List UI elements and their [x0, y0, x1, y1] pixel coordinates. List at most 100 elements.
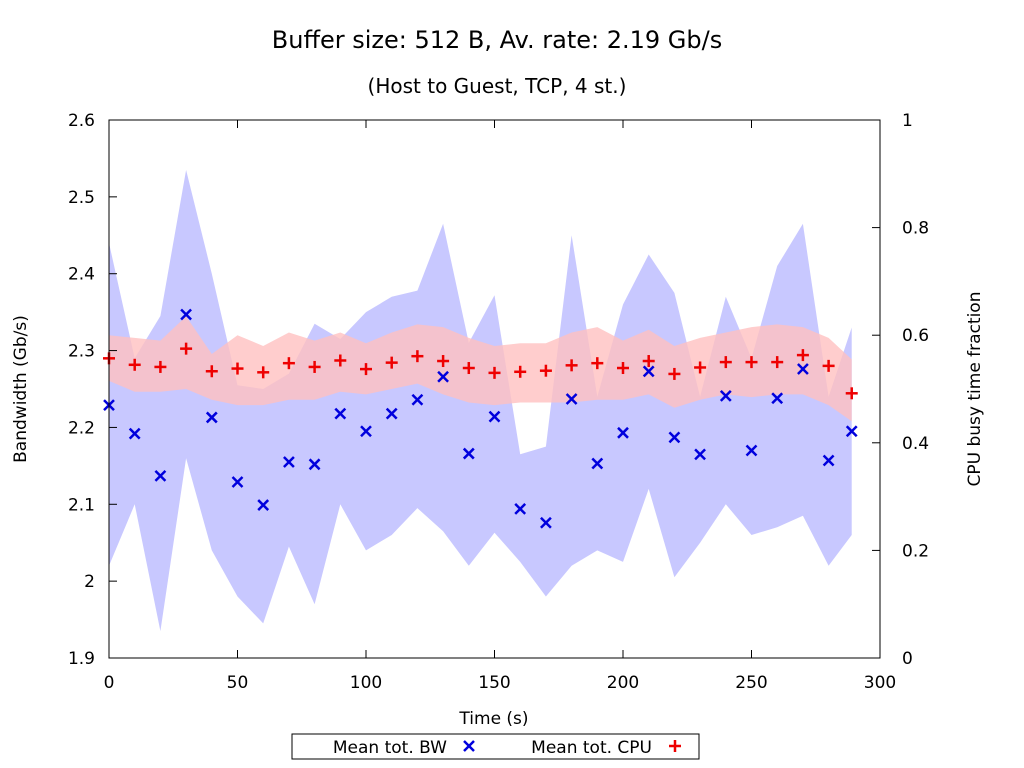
legend-marker-cpu	[669, 740, 681, 752]
bw-point	[180, 308, 192, 321]
legend-label-cpu: Mean tot. CPU	[531, 738, 652, 758]
bw-point	[771, 392, 784, 405]
cpu-point	[180, 342, 193, 355]
y2-tick-label: 0.2	[902, 541, 929, 561]
cpu-point	[668, 367, 681, 380]
cpu-point	[745, 356, 758, 369]
bw-point	[719, 390, 732, 402]
legend-box	[291, 733, 700, 760]
bw-point	[334, 407, 347, 420]
bw-point	[668, 431, 681, 444]
cpu-point	[462, 362, 475, 375]
legend-marker-bw	[463, 740, 475, 752]
chart-title: Buffer size: 512 B, Av. rate: 2.19 Gb/s	[272, 26, 722, 54]
cpu-point	[231, 362, 244, 375]
x-axis-label: Time (s)	[458, 709, 528, 729]
cpu-point	[282, 357, 295, 370]
bw-point	[565, 393, 578, 405]
x-tick-label: 0	[104, 673, 115, 693]
x-axis-ticks: 0 50 100 150 200 250 300	[104, 120, 896, 693]
bw-point	[154, 469, 167, 482]
y2-tick-label: 0.4	[902, 434, 929, 454]
cpu-point	[565, 359, 578, 372]
bw-point	[617, 426, 629, 439]
legend-label-bw: Mean tot. BW	[333, 738, 447, 758]
cpu-point	[514, 365, 527, 378]
bw-point	[231, 476, 244, 488]
bw-point	[514, 503, 527, 515]
bw-point	[488, 410, 501, 423]
bw-point	[205, 411, 218, 424]
cpu-point	[334, 354, 347, 367]
y-tick-label: 2.6	[68, 111, 95, 131]
cpu-point	[719, 356, 732, 369]
y-tick-label: 2.3	[68, 342, 95, 362]
bw-point	[797, 363, 809, 375]
cpu-point	[411, 350, 424, 363]
x-tick-label: 300	[864, 673, 896, 693]
bw-point	[257, 499, 270, 511]
bw-point	[694, 448, 706, 461]
cpu-point	[694, 361, 707, 374]
bw-point	[462, 447, 475, 460]
y2-tick-label: 1	[902, 111, 913, 131]
band-cpu	[109, 316, 852, 422]
cpu-point	[539, 364, 552, 377]
cpu-point	[308, 360, 321, 373]
y-axis-ticks: 1.9 2 2.1 2.2 2.3 2.4 2.5 2.6	[68, 111, 117, 669]
y2-tick-label: 0	[902, 649, 913, 669]
bw-point	[540, 516, 552, 529]
y-tick-label: 2	[84, 572, 95, 592]
x-tick-label: 250	[735, 673, 767, 693]
bw-point	[437, 370, 449, 383]
bw-point	[308, 458, 321, 471]
cpu-point	[822, 359, 835, 372]
y-tick-label: 2.1	[68, 495, 95, 515]
data-points	[103, 308, 858, 529]
bw-point	[411, 393, 424, 406]
confidence-bands	[109, 170, 852, 632]
y-tick-label: 2.4	[68, 265, 95, 285]
legend-x-mark	[463, 740, 475, 752]
y2-tick-label: 0.8	[902, 219, 929, 239]
y2-axis-label: CPU busy time fraction	[965, 292, 985, 487]
legend: Mean tot. BW Mean tot. CPU	[291, 733, 700, 760]
y-tick-label: 1.9	[68, 649, 95, 669]
bw-point	[360, 425, 372, 438]
cpu-point	[360, 363, 372, 376]
x-tick-label: 150	[478, 673, 510, 693]
y2-tick-label: 0.6	[902, 326, 929, 346]
cpu-point	[617, 362, 629, 375]
y-tick-label: 2.2	[68, 418, 95, 438]
x-tick-label: 100	[350, 673, 382, 693]
cpu-point	[796, 349, 809, 362]
legend-plus-mark	[669, 740, 681, 752]
cpu-point	[845, 387, 858, 400]
y-axis-label: Bandwidth (Gb/s)	[11, 315, 31, 463]
cpu-point	[154, 360, 167, 373]
cpu-point	[257, 366, 270, 379]
cpu-point	[437, 355, 450, 368]
bw-point	[642, 365, 655, 378]
y2-axis-ticks: 0 0.2 0.4 0.6 0.8 1	[872, 111, 929, 669]
bw-point	[128, 427, 141, 440]
x-tick-label: 200	[607, 673, 639, 693]
cpu-point	[591, 357, 604, 370]
cpu-point	[205, 365, 218, 378]
bw-point	[385, 407, 398, 420]
bw-point	[822, 454, 835, 467]
bw-point	[845, 425, 858, 438]
cpu-point	[128, 358, 141, 371]
bw-point	[591, 457, 604, 470]
chart-subtitle: (Host to Guest, TCP, 4 st.)	[368, 74, 627, 98]
y-tick-label: 2.5	[68, 188, 95, 208]
cpu-point	[771, 356, 784, 369]
cpu-point	[642, 355, 655, 368]
x-tick-label: 50	[227, 673, 249, 693]
bw-point	[283, 456, 295, 468]
cpu-point	[488, 366, 501, 379]
bw-point	[745, 444, 758, 457]
cpu-point	[385, 356, 398, 369]
